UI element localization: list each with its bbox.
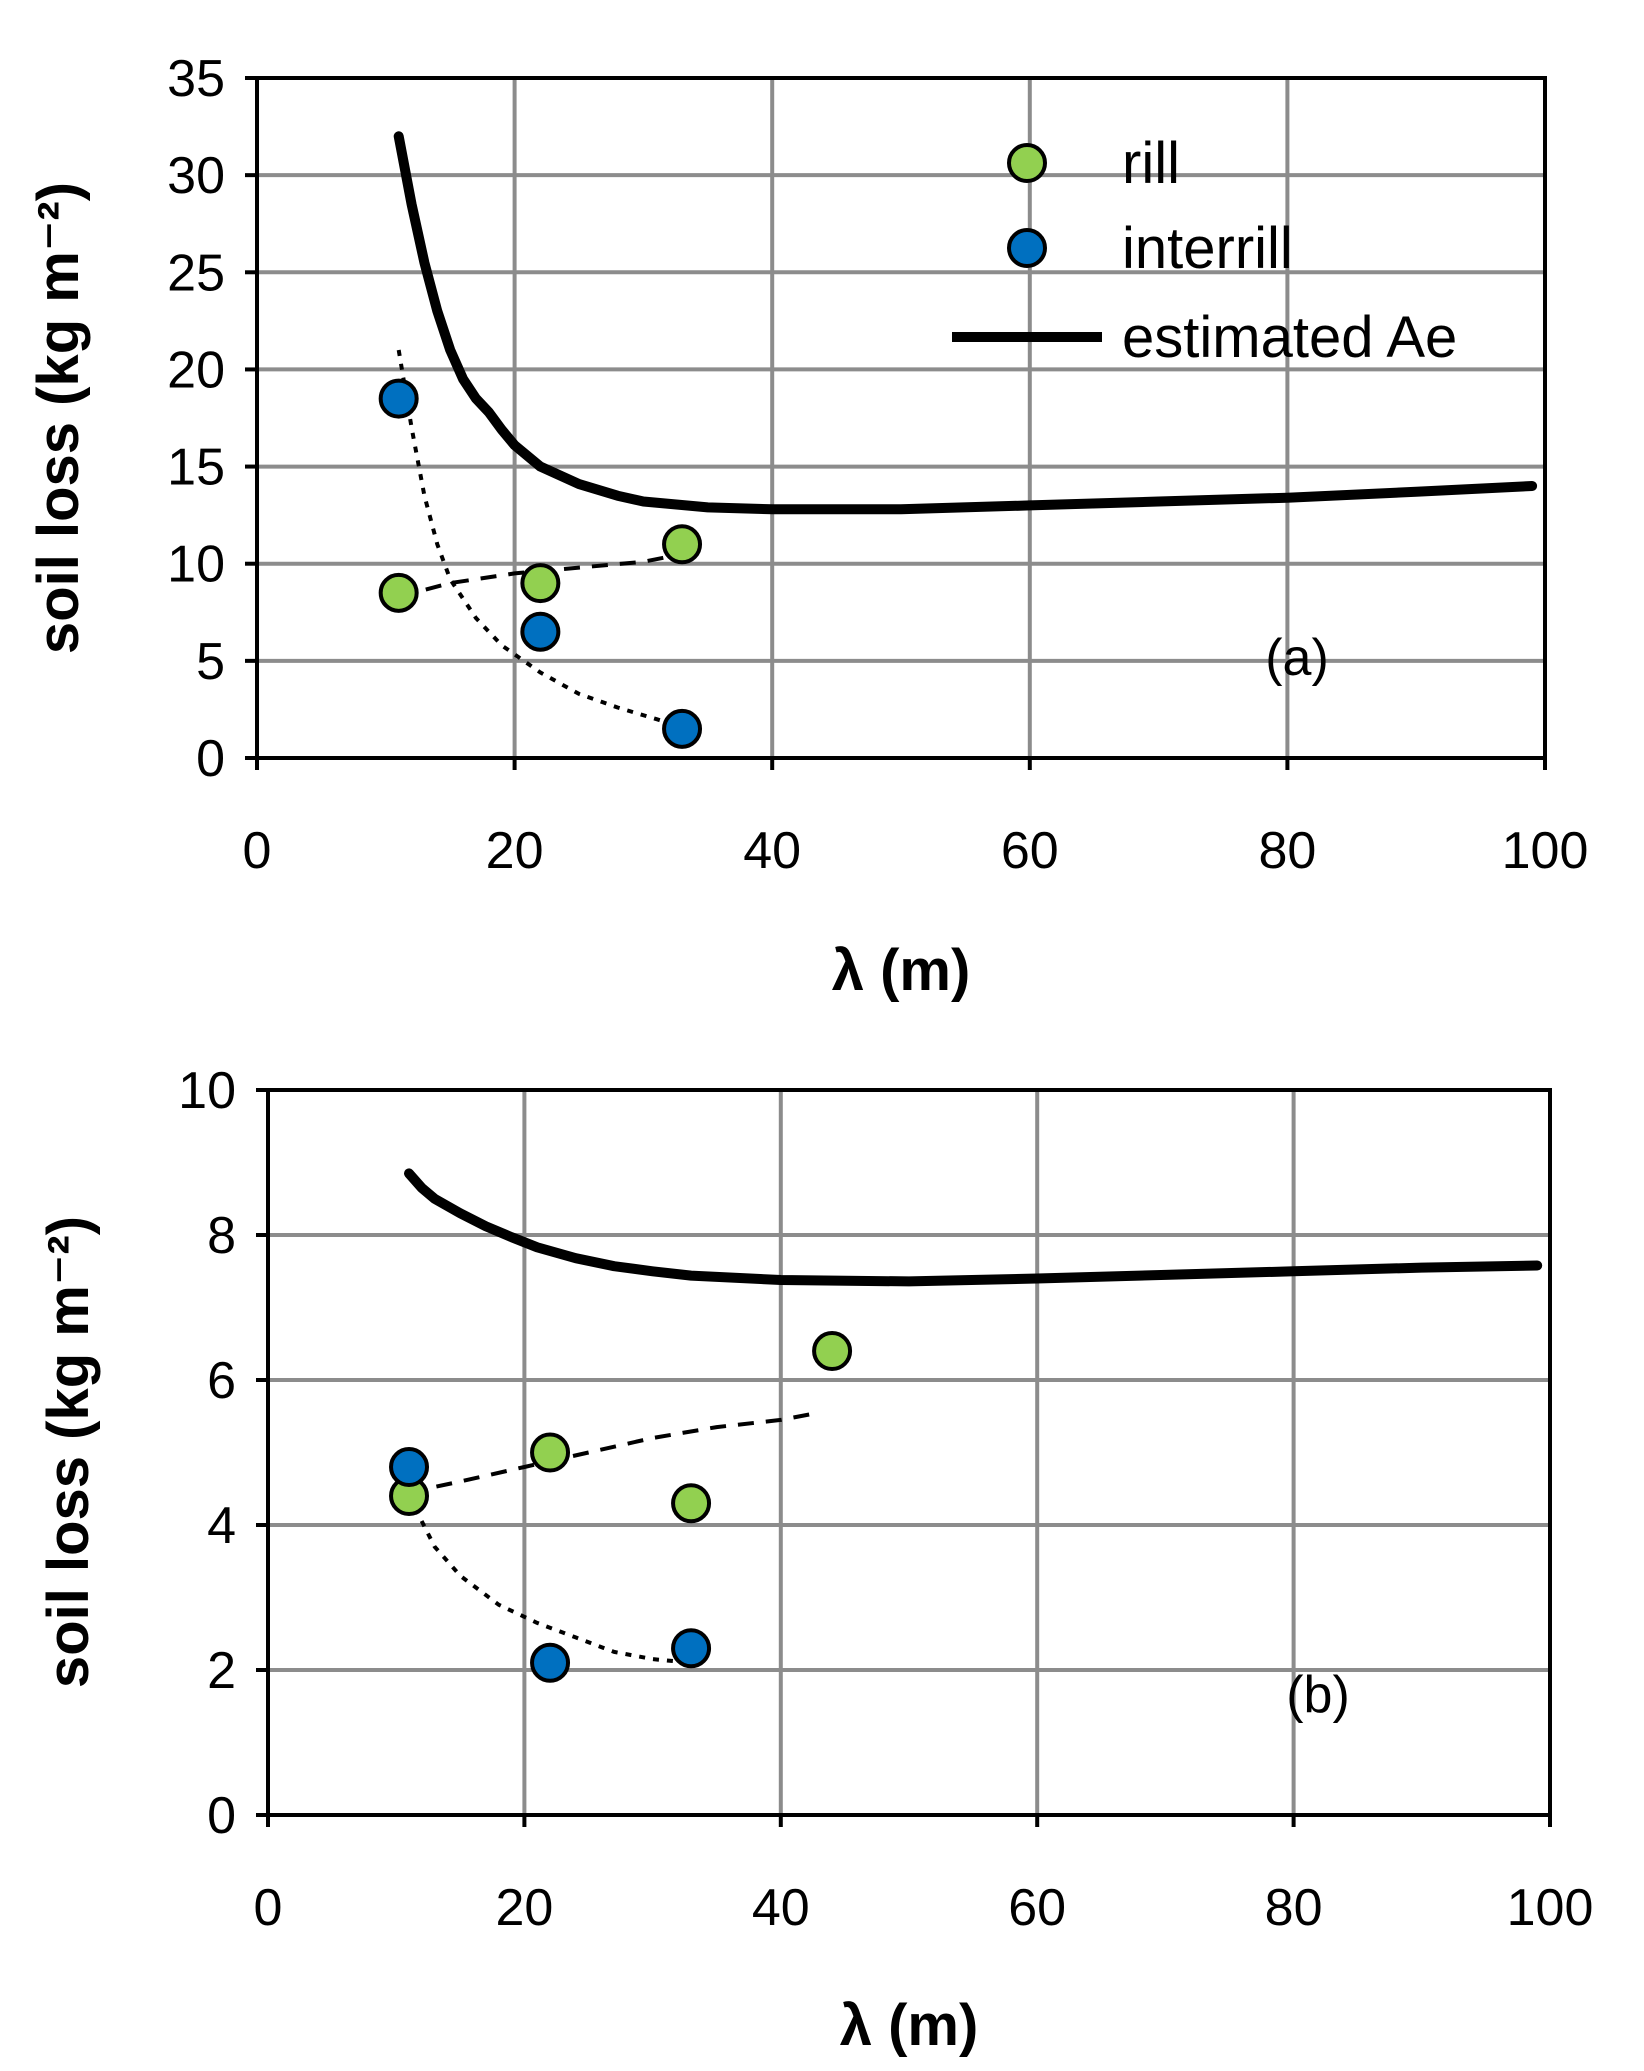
y-tick-label-b: 0 — [207, 1787, 236, 1845]
y-tick-label-a: 15 — [167, 439, 225, 497]
x-tick-label-b: 40 — [752, 1879, 810, 1937]
rill-point-a — [520, 563, 561, 604]
y-tick-label-b: 8 — [207, 1207, 236, 1265]
legend-label-interrill: interrill — [1122, 216, 1293, 281]
series-lines-b — [404, 1168, 1543, 1665]
x-tick-label-b: 60 — [1008, 1879, 1066, 1937]
x-tick-label-a: 40 — [743, 822, 801, 880]
grid-b — [268, 1090, 1550, 1815]
y-axis-title-b: soil loss (kg m⁻²) — [36, 1216, 101, 1688]
x-tick-label-b: 100 — [1507, 1879, 1594, 1937]
tick-labels-a: 0 20 40 60 80 100 0 5 10 15 20 25 30 35 — [167, 50, 1588, 880]
interrill-point-b — [530, 1642, 571, 1683]
x-tick-label-b: 80 — [1265, 1879, 1323, 1937]
estimated-ae-line-a — [393, 131, 1538, 515]
data-points-a — [378, 378, 703, 749]
x-tick-label-a: 20 — [486, 822, 544, 880]
y-tick-label-a: 20 — [167, 341, 225, 399]
rill-trend-line-b — [408, 1410, 820, 1495]
legend-marker-interrill — [1007, 228, 1047, 268]
interrill-trend-line-b — [407, 1495, 692, 1665]
plot-area-b — [268, 1090, 1550, 1815]
interrill-point-a — [662, 708, 703, 749]
x-tick-label-a: 0 — [243, 822, 272, 880]
chart-panel-a: 0 20 40 60 80 100 0 5 10 15 20 25 30 35 λ (m) soil lo… — [26, 50, 1588, 1003]
y-tick-label-a: 10 — [167, 536, 225, 594]
rill-point-b — [812, 1331, 853, 1371]
plot-frame-a — [255, 76, 1547, 760]
y-tick-label-a: 0 — [196, 730, 225, 788]
y-tick-label-a: 30 — [167, 147, 225, 205]
y-tick-label-a: 35 — [167, 50, 225, 108]
plot-frame-b — [266, 1088, 1552, 1817]
y-tick-label-b: 2 — [207, 1642, 236, 1700]
x-axis-title-b: λ (m) — [840, 1993, 979, 2058]
x-tick-label-b: 0 — [254, 1879, 283, 1937]
legend-label-rill: rill — [1122, 131, 1180, 196]
y-axis-title-a: soil loss (kg m⁻²) — [26, 182, 91, 654]
interrill-point-b — [671, 1628, 712, 1669]
x-tick-label-b: 20 — [495, 1879, 553, 1937]
tick-labels-b: 0 20 40 60 80 100 0 2 4 6 8 10 — [178, 1062, 1593, 1937]
rill-point-b — [671, 1483, 712, 1524]
y-tick-label-b: 4 — [207, 1497, 236, 1555]
interrill-point-a — [520, 611, 561, 652]
y-tick-label-b: 10 — [178, 1062, 236, 1120]
rill-point-b — [530, 1432, 571, 1473]
x-tick-label-a: 80 — [1258, 822, 1316, 880]
x-axis-title-a: λ (m) — [832, 938, 971, 1003]
data-points-b — [389, 1331, 853, 1683]
panel-label-a: (a) — [1265, 629, 1329, 687]
x-tick-label-a: 100 — [1502, 822, 1589, 880]
y-tick-label-b: 6 — [207, 1352, 236, 1410]
estimated-ae-line-b — [404, 1168, 1543, 1287]
plot-area-a — [257, 78, 1545, 758]
x-tick-label-a: 60 — [1001, 822, 1059, 880]
panel-label-b: (b) — [1286, 1666, 1350, 1724]
legend: rill interrill estimated Ae — [952, 131, 1457, 370]
legend-label-estimated: estimated Ae — [1122, 305, 1457, 370]
chart-panel-b: 0 20 40 60 80 100 0 2 4 6 8 10 λ (m) soil loss (kg … — [36, 1062, 1593, 2058]
grid-a — [257, 78, 1545, 758]
legend-marker-rill — [1007, 143, 1047, 183]
y-tick-label-a: 25 — [167, 244, 225, 302]
rill-point-a — [662, 524, 703, 565]
y-tick-label-a: 5 — [196, 633, 225, 691]
interrill-point-a — [378, 378, 419, 419]
rill-point-a — [378, 572, 419, 613]
interrill-point-b — [389, 1447, 430, 1487]
